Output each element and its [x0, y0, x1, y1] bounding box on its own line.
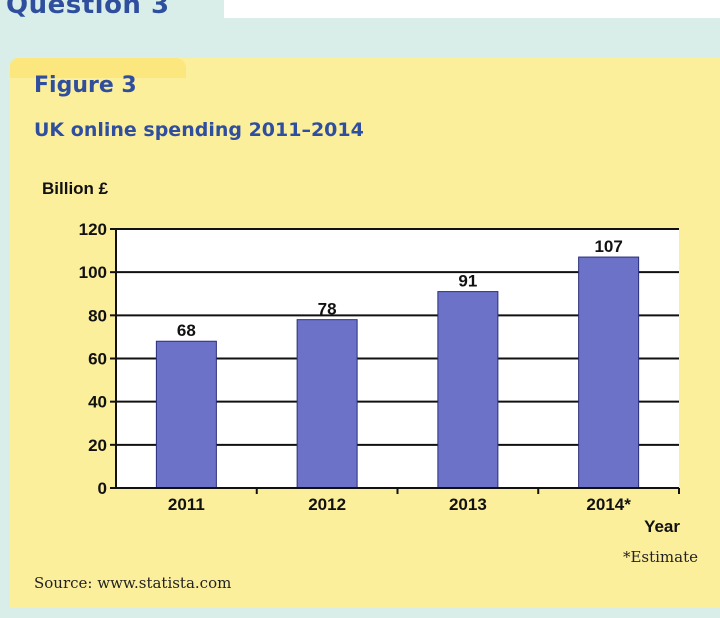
x-tick-label: 2014*: [586, 495, 631, 514]
data-label: 78: [318, 300, 337, 319]
header-strip: [224, 0, 720, 18]
data-label: 107: [594, 237, 622, 256]
x-axis-title: Year: [644, 517, 680, 536]
axes: [110, 228, 680, 494]
data-label: 91: [458, 272, 477, 291]
figure-label: Figure 3: [34, 73, 137, 98]
figure-tab: [10, 58, 186, 78]
chart-title: UK online spending 2011–2014: [34, 119, 364, 141]
y-tick-label: 40: [88, 393, 107, 412]
y-axis-title: Billion £: [42, 179, 109, 198]
y-tick-label: 0: [98, 479, 107, 498]
y-tick-label: 100: [79, 263, 107, 282]
bar: [437, 291, 499, 489]
x-tick-label: 2013: [449, 495, 487, 514]
x-tick-label: 2012: [308, 495, 346, 514]
tick-labels: 0 20 40 60 80 100 120 2011 2012 2013 2014*: [79, 220, 632, 514]
question-heading: Question 3: [6, 0, 170, 20]
bar: [155, 340, 217, 489]
x-tick-label: 2011: [168, 495, 205, 514]
bar: [578, 256, 640, 489]
y-tick-label: 60: [88, 350, 107, 369]
data-labels: 68 78 91 107: [177, 237, 623, 340]
source-line: Source: www.statista.com: [34, 574, 232, 592]
y-tick-label: 20: [88, 436, 107, 455]
y-tick-label: 80: [88, 306, 107, 325]
footnote: *Estimate: [622, 548, 698, 566]
bar: [296, 319, 358, 489]
y-tick-label: 120: [79, 220, 107, 239]
data-label: 68: [177, 321, 196, 340]
